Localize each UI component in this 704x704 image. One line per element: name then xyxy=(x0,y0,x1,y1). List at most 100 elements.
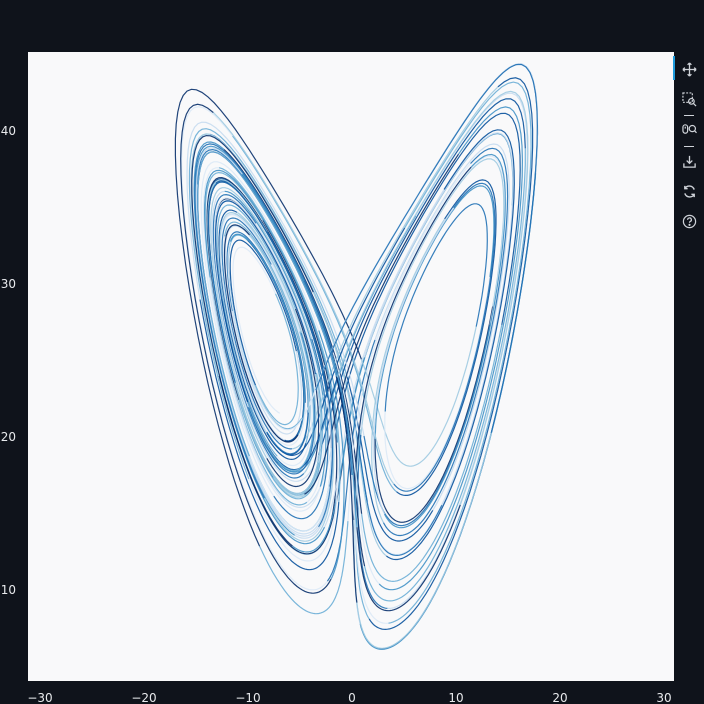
trajectory-segment xyxy=(238,372,323,500)
toolbar-separator xyxy=(684,115,694,116)
trajectory-segment xyxy=(195,147,319,537)
trajectory-segment xyxy=(249,234,310,413)
pan-icon xyxy=(681,61,697,81)
box-zoom-icon xyxy=(681,91,697,111)
trajectory-segment xyxy=(378,106,524,591)
save-tool-button[interactable] xyxy=(678,152,700,174)
pan-tool-button[interactable] xyxy=(678,60,700,82)
trajectory-segment xyxy=(223,224,299,443)
trajectory-segment xyxy=(273,338,329,520)
trajectory-segment xyxy=(384,203,488,412)
trajectory-segment xyxy=(234,373,322,495)
trajectory-segment xyxy=(202,167,321,512)
x-tick-label: −30 xyxy=(27,691,52,704)
trajectory-segment xyxy=(210,187,313,459)
y-axis-ticks: 10 20 30 40 xyxy=(1,124,16,597)
series-layer xyxy=(174,63,539,650)
trajectory-segment xyxy=(221,217,293,450)
trajectory-segment xyxy=(224,190,327,487)
trajectory-segment xyxy=(304,153,460,495)
trajectory-segment xyxy=(323,189,445,528)
trajectory-segment xyxy=(383,153,506,529)
trajectory-segment xyxy=(332,352,380,585)
wheel-zoom-tool-button[interactable] xyxy=(678,120,700,142)
trajectory-segment xyxy=(214,200,316,403)
trajectory-segment xyxy=(194,143,334,499)
trajectory-segment xyxy=(374,306,494,523)
trajectory-segment xyxy=(222,236,306,446)
trajectory-segment xyxy=(351,475,389,624)
reset-tool-button[interactable] xyxy=(678,182,700,204)
trajectory-segment xyxy=(270,264,313,467)
save-icon xyxy=(682,154,697,173)
toolbar-separator xyxy=(684,146,694,147)
trajectory-segment xyxy=(356,504,461,612)
trajectory-segment xyxy=(197,151,337,457)
plot-area[interactable] xyxy=(28,52,674,681)
trajectory-segment xyxy=(211,190,320,482)
trajectory-segment xyxy=(199,299,340,571)
y-tick-label: 10 xyxy=(1,583,16,597)
trajectory-segment xyxy=(248,442,339,562)
trajectory-segment xyxy=(224,221,311,444)
x-tick-label: 30 xyxy=(656,691,671,704)
x-tick-label: 10 xyxy=(448,691,463,704)
trajectory-segment xyxy=(226,231,306,403)
x-tick-label: −10 xyxy=(235,691,260,704)
trajectory-segment xyxy=(180,103,332,594)
trajectory-segment xyxy=(229,239,297,386)
trajectory-segment xyxy=(212,112,395,485)
trajectory-segment xyxy=(248,397,332,532)
trajectory-segment xyxy=(255,223,325,503)
trajectory-segment xyxy=(266,227,406,456)
trajectory-segment xyxy=(188,128,348,480)
trajectory-segment xyxy=(218,209,307,461)
trajectory-segment xyxy=(386,129,515,561)
trajectory-segment xyxy=(326,339,376,582)
trajectory-segment xyxy=(393,182,496,492)
trajectory-segment xyxy=(231,310,302,435)
trajectory-segment xyxy=(218,167,341,503)
trajectory-segment xyxy=(312,292,387,557)
trajectory-segment xyxy=(388,81,532,624)
trajectory-segment xyxy=(203,169,338,443)
trajectory-segment xyxy=(335,112,521,429)
active-tool-indicator xyxy=(673,56,675,80)
trajectory-segment xyxy=(374,143,510,511)
trajectory-segment xyxy=(220,214,301,433)
trajectory-segment xyxy=(357,434,388,609)
trajectory-segment xyxy=(374,185,495,439)
trajectory-segment xyxy=(186,121,365,437)
trajectory-segment xyxy=(384,276,491,490)
trajectory-segment xyxy=(207,181,328,398)
y-tick-label: 30 xyxy=(1,277,16,291)
x-tick-label: 0 xyxy=(348,691,356,704)
trajectory-segment xyxy=(371,218,446,523)
trajectory-segment xyxy=(180,106,328,591)
trajectory-segment xyxy=(291,86,499,450)
trajectory-segment xyxy=(335,376,358,603)
trajectory-segment xyxy=(318,330,345,580)
x-axis-ticks: −30 −20 −10 0 10 20 30 xyxy=(27,691,671,704)
trajectory-segment xyxy=(247,331,315,472)
help-tool-button[interactable] xyxy=(678,212,700,234)
trajectory-segment xyxy=(263,391,335,542)
trajectory-segment xyxy=(191,134,314,547)
trajectory-segment xyxy=(266,308,320,488)
trajectory-segment xyxy=(364,148,526,602)
trajectory-segment xyxy=(368,77,534,631)
trajectory-segment xyxy=(216,204,297,457)
trajectory-segment xyxy=(212,193,305,479)
trajectory-segment xyxy=(360,326,477,467)
wheel-zoom-icon xyxy=(681,122,697,141)
box-zoom-tool-button[interactable] xyxy=(678,90,700,112)
trajectory-segment xyxy=(303,280,366,567)
x-tick-label: 20 xyxy=(552,691,567,704)
trajectory-segment xyxy=(232,246,281,414)
trajectory-segment xyxy=(266,231,334,528)
trajectory-segment xyxy=(363,132,514,506)
trajectory-segment xyxy=(229,233,305,436)
trajectory-segment xyxy=(232,135,397,493)
trajectory-segment xyxy=(206,176,329,401)
